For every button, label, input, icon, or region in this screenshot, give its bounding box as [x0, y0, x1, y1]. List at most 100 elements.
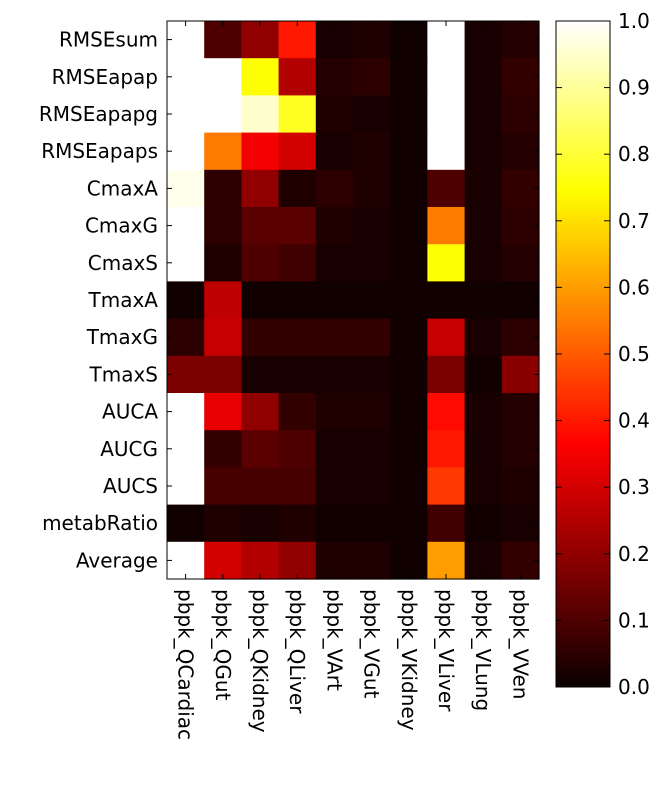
row-tick-label: CmaxS: [88, 251, 158, 275]
heatmap-cell: [315, 430, 354, 468]
heatmap-cell: [278, 318, 317, 357]
heatmap-cell: [390, 58, 428, 96]
heatmap-cell: [204, 318, 242, 357]
heatmap-cell: [427, 541, 466, 580]
heatmap-cell: [241, 58, 280, 96]
column-tick-label: pbpk_VVen: [508, 589, 532, 699]
heatmap-cell: [167, 244, 205, 282]
row-tick-label: RMSEapapg: [39, 102, 158, 126]
heatmap-cell: [501, 318, 540, 357]
heatmap-cell: [390, 169, 428, 208]
heatmap-cell: [204, 244, 242, 282]
heatmap-cell: [315, 467, 354, 506]
heatmap-cell: [390, 281, 428, 320]
heatmap-cell: [353, 541, 391, 580]
heatmap-cell: [464, 541, 503, 580]
heatmap-cell: [204, 132, 242, 171]
heatmap-cell: [427, 318, 466, 357]
row-tick-label: CmaxG: [85, 214, 158, 238]
colorbar-gradient: [556, 21, 610, 687]
heatmap-cell: [390, 430, 428, 468]
colorbar-tick-label: 0.8: [618, 142, 650, 166]
column-tick-label: pbpk_VLiver: [434, 589, 458, 712]
heatmap-cell: [427, 132, 466, 171]
heatmap-cell: [353, 207, 391, 245]
heatmap-cell: [464, 393, 503, 431]
heatmap-cell: [353, 95, 391, 134]
heatmap-cell: [390, 318, 428, 357]
heatmap-cell: [167, 58, 205, 96]
column-tick-label: pbpk_VLung: [471, 589, 495, 711]
heatmap-cell: [353, 504, 391, 543]
heatmap-cell: [427, 21, 466, 59]
heatmap-cell: [427, 169, 466, 208]
heatmap-cell: [167, 504, 205, 543]
column-tick-label: pbpk_QLiver: [285, 589, 309, 714]
heatmap-cell: [241, 504, 280, 543]
heatmap-cell: [315, 21, 354, 59]
row-tick-label: AUCG: [100, 437, 158, 461]
heatmap-cell: [427, 467, 466, 506]
heatmap-cell: [241, 393, 280, 431]
heatmap-cell: [241, 467, 280, 506]
heatmap-cell: [241, 132, 280, 171]
column-ticks: [185, 21, 521, 579]
heatmap-cell: [464, 21, 503, 59]
heatmap-cell: [353, 318, 391, 357]
row-tick-label: RMSEapap: [52, 65, 158, 89]
column-tick-label: pbpk_VGut: [360, 589, 384, 699]
heatmap-cell: [278, 132, 317, 171]
row-tick-label: metabRatio: [42, 511, 158, 535]
heatmap-cell: [464, 58, 503, 96]
heatmap-cell: [464, 207, 503, 245]
heatmap-cell: [204, 504, 242, 543]
heatmap-cell: [353, 281, 391, 320]
heatmap-cell: [501, 393, 540, 431]
colorbar-tick-label: 0.3: [618, 475, 650, 499]
heatmap-cell: [167, 318, 205, 357]
column-tick-label: pbpk_QCardiac: [174, 589, 198, 740]
heatmap-cell: [315, 281, 354, 320]
row-tick-label: RMSEsum: [59, 28, 158, 52]
heatmap-cell: [427, 95, 466, 134]
column-tick-label: pbpk_QGut: [211, 589, 235, 701]
heatmap-cell: [501, 281, 540, 320]
heatmap-cell: [501, 504, 540, 543]
heatmap-cell: [427, 504, 466, 543]
heatmap-cell: [315, 541, 354, 580]
heatmap-cell: [353, 132, 391, 171]
row-tick-label: TmaxS: [89, 362, 159, 386]
row-tick-label: AUCA: [102, 400, 158, 424]
heatmap-cell: [278, 504, 317, 543]
heatmap-cell: [501, 355, 540, 394]
heatmap-cell: [353, 430, 391, 468]
heatmap-cell: [501, 467, 540, 506]
row-tick-label: Average: [76, 548, 158, 572]
heatmap-cell: [315, 355, 354, 394]
heatmap-cell: [315, 393, 354, 431]
column-tick-label: pbpk_VKidney: [397, 589, 421, 731]
heatmap-cell: [464, 95, 503, 134]
heatmap-cell: [241, 430, 280, 468]
heatmap-cell: [501, 207, 540, 245]
heatmap-cell: [501, 21, 540, 59]
colorbar-tick-label: 0.1: [618, 608, 650, 632]
heatmap-cell: [464, 430, 503, 468]
heatmap-cell: [204, 169, 242, 208]
heatmap-cell: [167, 95, 205, 134]
heatmap-cell: [167, 169, 205, 208]
heatmap-cell: [315, 169, 354, 208]
heatmap-cell: [204, 393, 242, 431]
row-labels: RMSEsum RMSEapap RMSEapapg RMSEapaps CmaxA Cm…: [39, 28, 158, 573]
heatmap-cell: [278, 355, 317, 394]
heatmap-cell: [167, 393, 205, 431]
column-tick-label: pbpk_QKidney: [248, 589, 272, 733]
heatmap-cell: [427, 393, 466, 431]
heatmap-cell: [353, 58, 391, 96]
heatmap-cell: [204, 281, 242, 320]
heatmap-cell: [315, 58, 354, 96]
heatmap-cell: [390, 95, 428, 134]
heatmap-cell: [390, 207, 428, 245]
heatmap-cell: [204, 21, 242, 59]
heatmap-cell: [278, 58, 317, 96]
